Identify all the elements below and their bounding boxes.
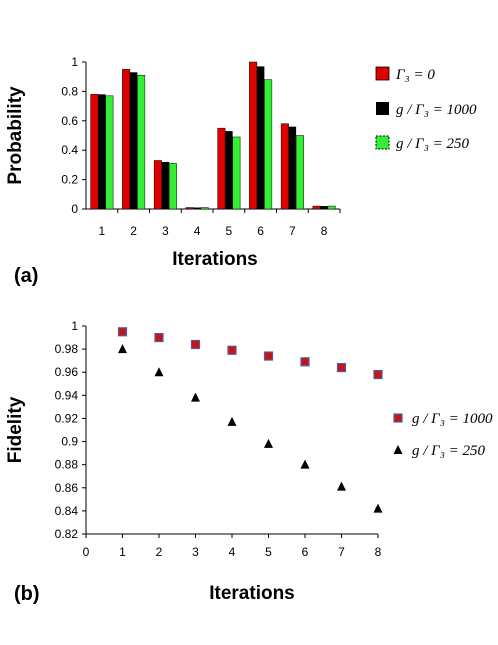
point-g250	[191, 392, 200, 402]
legend-label: g / Γ₃ = 250	[412, 443, 486, 459]
point-g250	[300, 459, 310, 469]
bar-g250	[295, 135, 304, 210]
x-tick-label: 8	[321, 224, 328, 238]
point-g1000	[190, 339, 201, 350]
x-tick-label: 4	[229, 545, 236, 559]
bar-g1000	[161, 161, 170, 209]
y-tick-label: 0.94	[55, 388, 79, 402]
y-tick-label: 0.82	[55, 527, 79, 541]
point-g1000	[263, 351, 274, 361]
bar-g1000	[129, 72, 138, 209]
point-g1000	[300, 357, 310, 367]
bar-g1000	[98, 94, 106, 209]
x-tick-label: 3	[162, 224, 169, 238]
y-tick-label: 0.84	[55, 504, 79, 518]
bar-g250	[200, 207, 209, 210]
x-tick-label: 2	[130, 224, 137, 238]
panel-label-a: (a)	[14, 265, 38, 287]
point-g250	[373, 503, 383, 513]
bar-gamma0	[217, 127, 226, 210]
bar-g250	[232, 136, 241, 210]
legend-swatch	[375, 66, 390, 81]
legend-label: g / Γ₃ = 1000	[412, 411, 493, 427]
x-tick-label: 7	[338, 545, 345, 559]
y-tick-label: 0.86	[55, 481, 79, 495]
y-tick-label: 0.8	[61, 84, 78, 98]
y-tick-label: 0.4	[61, 143, 78, 157]
legend-label: Γ₃ = 0	[395, 67, 435, 83]
y-tick-label: 0.9	[61, 435, 78, 449]
y-tick-label: 0.88	[55, 458, 79, 472]
bar-g1000	[193, 207, 201, 209]
point-g250	[227, 416, 237, 426]
bar-gamma0	[312, 205, 321, 210]
y-axis-title: Fidelity	[5, 396, 26, 463]
y-tick-label: 0.96	[55, 365, 79, 379]
x-tick-label: 1	[99, 224, 106, 238]
y-tick-label: 0.6	[61, 114, 78, 128]
bar-g1000	[288, 126, 297, 209]
bar-g1000	[256, 66, 265, 209]
y-tick-label: 0.2	[61, 173, 78, 187]
bar-gamma0	[122, 69, 131, 210]
point-g250	[264, 438, 273, 448]
bar-g1000	[320, 206, 328, 209]
bar-g250	[168, 163, 177, 210]
y-tick-label: 0.98	[55, 342, 79, 356]
legend-swatch	[375, 135, 390, 150]
point-g1000	[154, 332, 164, 343]
point-g1000	[227, 345, 237, 355]
y-axis-title: Probability	[5, 86, 26, 185]
bar-g250	[137, 74, 146, 210]
x-tick-label: 7	[289, 224, 296, 238]
x-tick-label: 4	[194, 224, 201, 238]
bar-gamma0	[90, 94, 99, 210]
x-axis-title: Iterations	[172, 249, 258, 270]
point-g1000	[336, 363, 347, 373]
point-g250	[154, 367, 164, 377]
x-tick-label: 8	[375, 545, 382, 559]
x-tick-label: 5	[226, 224, 233, 238]
legend-marker-square	[393, 413, 403, 423]
legend-swatch	[376, 102, 389, 115]
x-tick-label: 1	[119, 545, 126, 559]
y-tick-label: 1	[71, 319, 78, 333]
x-tick-label: 2	[156, 545, 163, 559]
legend-label: g / Γ₃ = 250	[396, 136, 470, 152]
bar-g250	[264, 79, 273, 210]
y-tick-label: 0.92	[55, 411, 79, 425]
bar-gamma0	[249, 61, 258, 210]
panel-label-b: (b)	[14, 583, 40, 605]
legend-label: g / Γ₃ = 1000	[396, 102, 477, 118]
point-g1000	[373, 369, 383, 380]
x-tick-label: 5	[265, 545, 272, 559]
bar-gamma0	[280, 123, 289, 210]
bar-gamma0	[153, 160, 162, 210]
bar-g250	[327, 205, 336, 210]
legend-marker-triangle	[393, 445, 403, 454]
x-tick-label: 0	[83, 545, 90, 559]
point-g1000	[117, 327, 128, 337]
y-tick-label: 1	[71, 55, 78, 69]
x-tick-label: 6	[302, 545, 309, 559]
bar-gamma0	[185, 207, 194, 210]
bar-g250	[105, 95, 114, 210]
y-tick-label: 0	[71, 202, 78, 216]
panel-a-bar-chart: 0 0.2 0.4 0.6 0.8 1 1 2 3 4 5 6 7 8 Probability Iterati…	[5, 55, 477, 287]
bar-g1000	[225, 131, 233, 209]
x-tick-label: 3	[192, 545, 199, 559]
point-g250	[118, 344, 127, 354]
point-g250	[337, 481, 346, 491]
x-tick-label: 6	[257, 224, 264, 238]
panel-b-scatter-chart: 0.82 0.84 0.86 0.88 0.9 0.92 0.94 0.96 0.98 1 0 1 2 3…	[5, 319, 493, 605]
x-axis-title: Iterations	[209, 583, 295, 604]
